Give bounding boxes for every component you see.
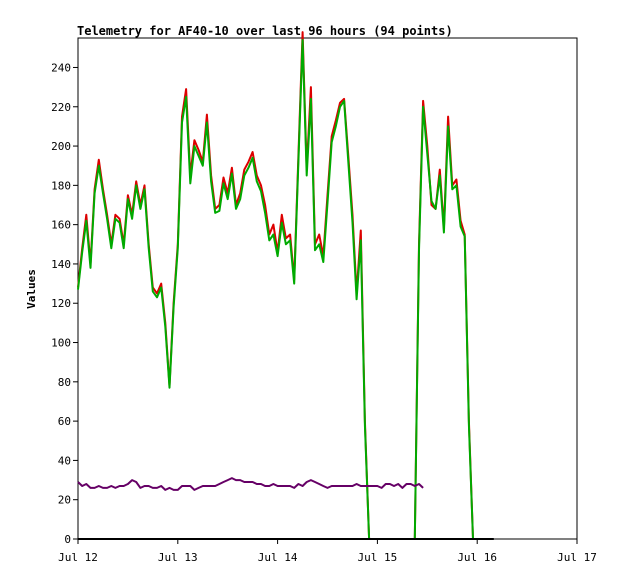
x-tick-label: Jul 15 xyxy=(358,551,398,564)
y-tick-label: 140 xyxy=(51,258,71,271)
y-tick-label: 200 xyxy=(51,140,71,153)
y-tick-label: 0 xyxy=(64,533,71,546)
series-line-2 xyxy=(77,39,474,540)
y-tick-label: 100 xyxy=(51,337,71,350)
x-tick-label: Jul 12 xyxy=(58,551,98,564)
y-axis: 0 20 40 60 80 100 120 140 160 180 200 220 240 xyxy=(51,61,78,546)
y-tick-label: 220 xyxy=(51,101,71,114)
x-tick-label: Jul 16 xyxy=(457,551,497,564)
x-tick-label: Jul 17 xyxy=(557,551,597,564)
y-tick-label: 40 xyxy=(58,454,71,467)
y-tick-label: 160 xyxy=(51,219,71,232)
chart-title: Telemetry for AF40-10 over last 96 hours… xyxy=(77,24,453,38)
y-tick-label: 120 xyxy=(51,297,71,310)
y-axis-label: Values xyxy=(25,269,38,309)
y-tick-label: 80 xyxy=(58,376,71,389)
series-group xyxy=(77,31,494,540)
series-line-3 xyxy=(77,477,424,491)
y-tick-label: 180 xyxy=(51,179,71,192)
y-tick-label: 20 xyxy=(58,494,71,507)
x-tick-label: Jul 13 xyxy=(158,551,198,564)
y-tick-label: 240 xyxy=(51,61,71,74)
x-tick-label: Jul 14 xyxy=(258,551,298,564)
x-axis: Jul 12 Jul 13 Jul 14 Jul 15 Jul 16 Jul 17 xyxy=(58,539,597,564)
y-tick-label: 60 xyxy=(58,415,71,428)
